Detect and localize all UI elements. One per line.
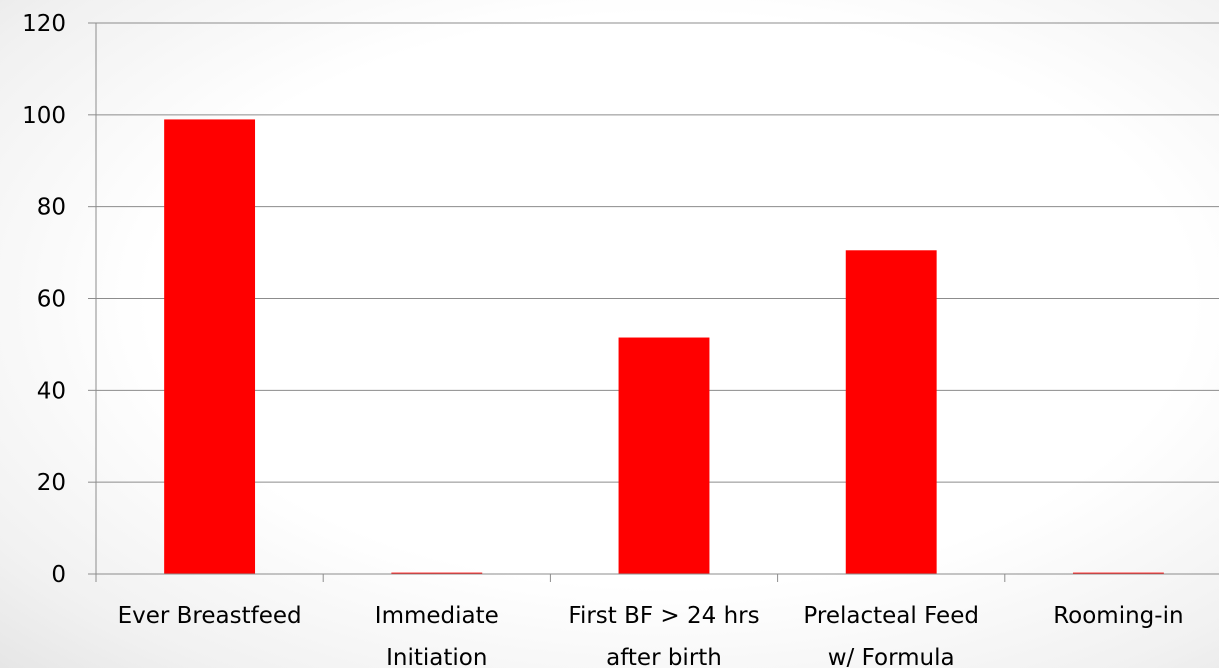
category-label: Prelacteal Feed w/ Formula xyxy=(803,603,979,668)
category-label: Immediate Initiation xyxy=(375,603,499,668)
y-tick-labels: 0 20 40 60 80 100 120 xyxy=(22,11,66,588)
bar xyxy=(845,250,937,574)
y-tick-label: 60 xyxy=(37,287,66,313)
y-tick-label: 0 xyxy=(51,562,66,588)
y-tick-label: 120 xyxy=(22,11,66,37)
category-label: Ever Breastfeed xyxy=(118,603,302,629)
bar xyxy=(164,119,256,575)
y-tick-label: 80 xyxy=(37,195,66,221)
y-tick-label: 40 xyxy=(37,378,66,404)
bars xyxy=(164,119,1164,575)
y-tick-label: 100 xyxy=(22,103,66,129)
gridlines xyxy=(96,22,1219,483)
category-label: First BF > 24 hrs after birth xyxy=(568,603,759,668)
bar xyxy=(391,572,483,574)
category-label: Rooming-in xyxy=(1053,603,1183,629)
y-tick-label: 20 xyxy=(37,470,66,496)
bar xyxy=(618,337,710,574)
axes xyxy=(88,22,1219,582)
bar xyxy=(1072,572,1164,574)
category-labels: Ever Breastfeed Immediate Initiation First … xyxy=(118,603,1184,668)
